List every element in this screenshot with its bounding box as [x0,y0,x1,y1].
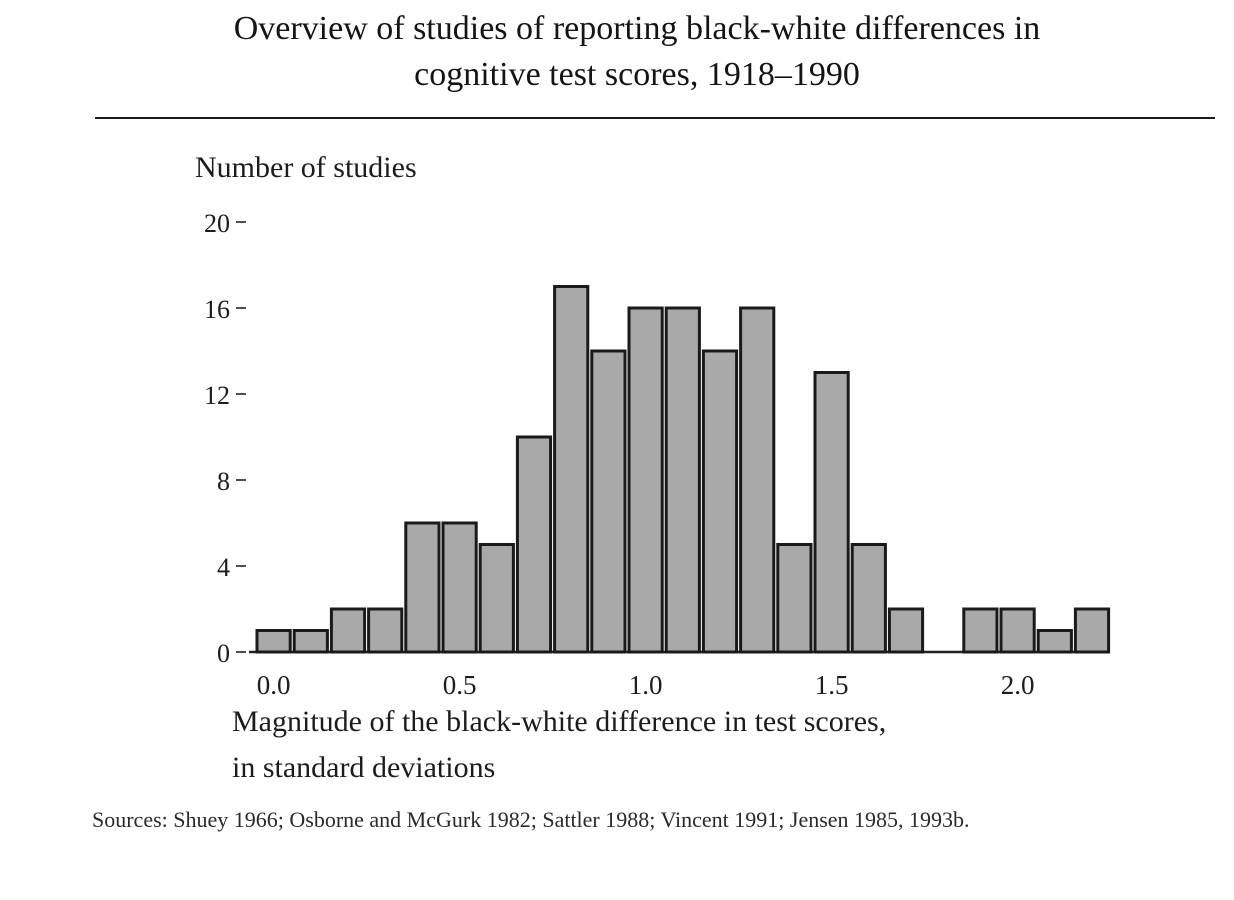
x-tick-label: 1.0 [629,670,663,700]
y-tick-label: 0 [217,639,230,668]
histogram-bar [776,543,813,654]
histogram-bar [627,306,664,654]
histogram-bar [590,349,627,654]
figure-title-line-2: cognitive test scores, 1918–1990 [414,56,860,93]
x-tick-label: 2.0 [1001,670,1035,700]
histogram-bar [999,607,1036,654]
figure-title-line-1: Overview of studies of reporting black-w… [233,10,1041,47]
histogram-bar [1036,629,1073,654]
histogram-bar [553,285,590,654]
y-axis-label: Number of studies [195,151,417,184]
sources-note: Sources: Shuey 1966; Osborne and McGurk … [92,807,970,832]
histogram-bar [404,521,441,654]
title-divider [95,117,1215,119]
x-axis-label-line-1: Magnitude of the black-white difference … [232,705,887,738]
x-tick-label: 0.0 [257,670,291,700]
y-tick-label: 4 [217,553,230,582]
histogram-bar [329,607,367,654]
histogram-bar [887,607,925,654]
histogram-bar [701,349,739,654]
histogram-bar [664,306,701,654]
histogram-bar [1073,607,1111,654]
histogram-bar [478,543,515,654]
y-tick-label: 16 [204,295,230,324]
bars-layer [255,285,1111,654]
histogram-bar [515,435,553,654]
histogram-bar [292,629,329,654]
x-tick-label: 0.5 [443,670,477,700]
histogram-bar [367,607,404,654]
y-tick-label: 12 [204,381,230,410]
y-tick-label: 8 [217,467,230,496]
histogram-bar [441,521,478,654]
histogram-bar [255,629,292,654]
histogram-bar [850,543,887,654]
x-tick-label: 1.5 [815,670,849,700]
histogram-bar [962,607,999,654]
x-axis-label-line-2: in standard deviations [232,751,496,784]
histogram-bar [813,371,850,654]
y-tick-label: 20 [204,209,230,238]
histogram-bar [739,306,776,654]
